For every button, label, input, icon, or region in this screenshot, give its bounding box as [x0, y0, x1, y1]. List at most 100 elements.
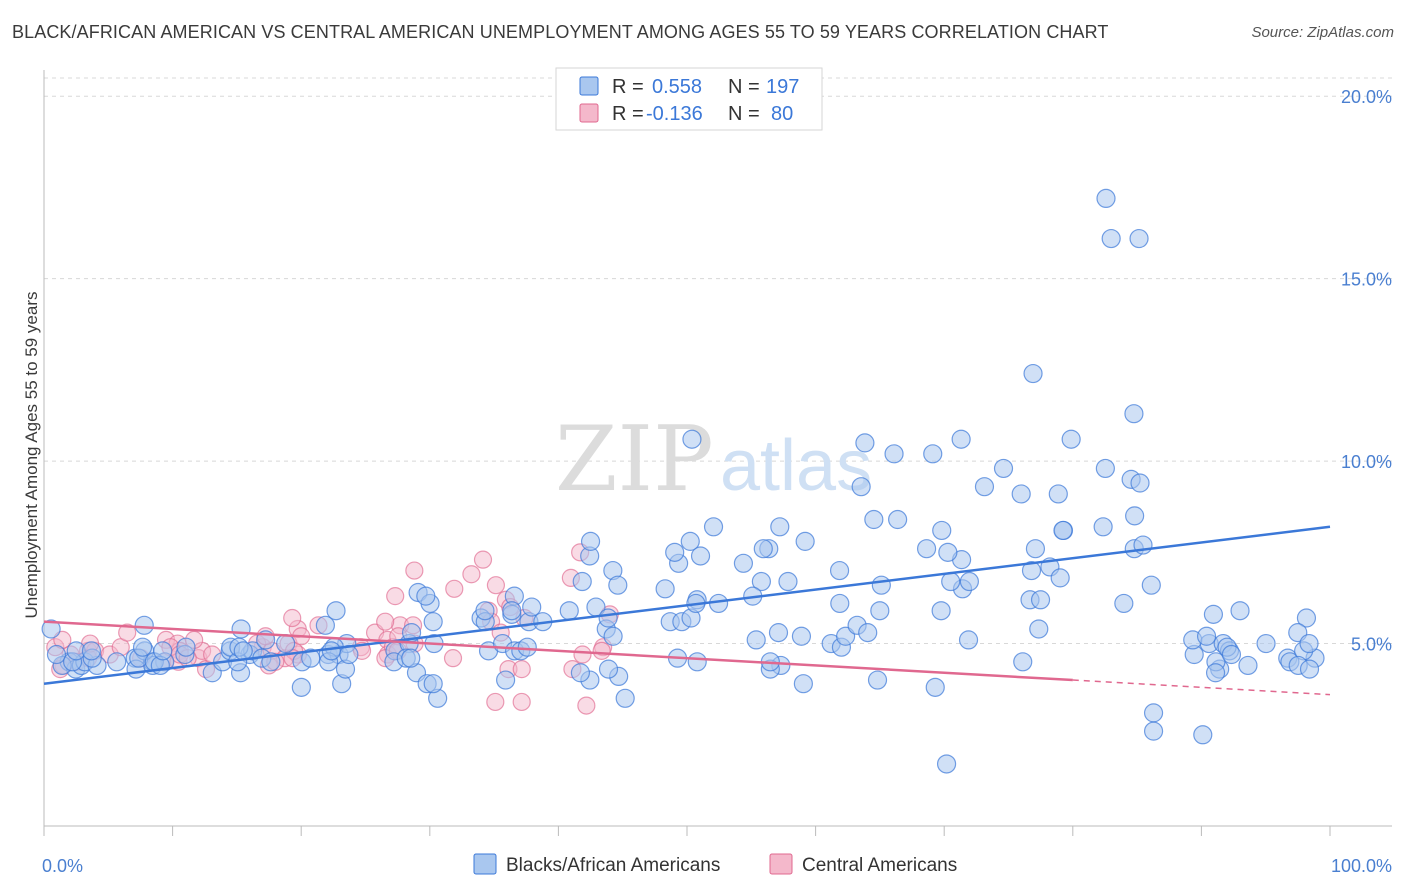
blacks-point [41, 619, 61, 639]
central-americans-point [443, 649, 463, 668]
blacks-point [871, 575, 891, 595]
blacks-point [598, 659, 619, 679]
legend-swatch-blacks [473, 853, 497, 875]
blacks-point [855, 433, 875, 453]
blacks-point [81, 641, 102, 661]
grid-lines [44, 77, 1392, 645]
blacks-point [1050, 568, 1070, 588]
blacks-trend-line [43, 525, 1331, 685]
y-tick-label: 15.0% [1341, 270, 1392, 290]
blacks-point [1299, 659, 1320, 679]
blacks-point [46, 644, 67, 665]
blacks-point [1029, 619, 1049, 639]
y-tick-label: 10.0% [1341, 452, 1392, 472]
blacks-point [795, 531, 815, 551]
blacks-point [603, 626, 623, 646]
blacks-point [1124, 404, 1144, 424]
blacks-point [1143, 703, 1164, 723]
blacks-point [598, 608, 618, 628]
blacks-point [572, 571, 592, 592]
blacks-point [778, 571, 798, 592]
blacks-point [1256, 633, 1276, 654]
blacks-point [768, 623, 789, 643]
blacks-point [1025, 539, 1046, 559]
blacks-point [233, 641, 253, 661]
blacks-point [851, 477, 871, 497]
blacks-point [1143, 721, 1164, 741]
blacks-point [916, 539, 937, 559]
blacks-point [993, 458, 1014, 479]
source-label: Source: ZipAtlas.com [1251, 24, 1394, 41]
blacks-point [580, 531, 601, 551]
blacks-point [1193, 725, 1213, 745]
blacks-point [1196, 626, 1217, 646]
blacks-point [958, 630, 979, 650]
blacks-point [1061, 429, 1081, 449]
blacks-point [655, 579, 675, 599]
blacks-point [931, 601, 951, 621]
y-tick-labels: 5.0% 10.0% 15.0% 20.0% [1341, 87, 1392, 654]
blacks-point [665, 542, 685, 562]
stats-n-value-2: 80 [771, 103, 793, 125]
blacks-point [1011, 484, 1031, 504]
blacks-point [559, 601, 579, 621]
blacks-point [1299, 633, 1319, 654]
stats-legend: R = 0.558 N = 197 R = -0.136 N = 80 [555, 67, 823, 131]
y-tick-label: 5.0% [1351, 635, 1392, 655]
legend-swatch-central-americans [769, 853, 793, 875]
blacks-point [134, 615, 154, 635]
central-americans-point [118, 623, 137, 642]
blacks-point [423, 612, 443, 632]
blacks-point [932, 520, 952, 541]
blacks-point [132, 637, 153, 657]
blacks-point [870, 601, 890, 621]
blacks-point [1130, 473, 1150, 493]
blacks-point [974, 477, 995, 497]
blacks-point [276, 633, 296, 654]
blacks-point [925, 677, 945, 697]
blacks-point [291, 677, 311, 697]
blacks-point [176, 637, 196, 657]
blacks-point [1125, 506, 1145, 526]
watermark-atlas: atlas [720, 426, 872, 506]
blacks-point [517, 637, 537, 657]
central-americans-point [486, 576, 506, 595]
blacks-point [153, 641, 173, 661]
blacks-point [1129, 228, 1149, 249]
blacks-point [829, 560, 850, 581]
blacks-point [1093, 517, 1113, 537]
blacks-point [301, 648, 321, 668]
stats-r-value-2: -0.136 [646, 103, 703, 125]
stats-n-label-2: N = [728, 103, 760, 125]
blacks-point [608, 575, 628, 595]
central-americans-point [462, 565, 481, 584]
trend-lines [43, 525, 1331, 696]
central-americans-point [376, 612, 395, 631]
stats-r-label-2: R = [612, 103, 644, 125]
central-americans-point [405, 561, 424, 580]
blacks-point [107, 652, 127, 672]
blacks-point [867, 670, 888, 690]
blacks-point [496, 670, 516, 690]
x-ticks [43, 826, 1331, 836]
blacks-point [888, 509, 908, 530]
blacks-point [959, 571, 979, 592]
stats-legend-box [555, 67, 823, 131]
blacks-point [1048, 484, 1068, 504]
blacks-point [733, 553, 754, 573]
blacks-point [315, 615, 335, 635]
blacks-point [1101, 228, 1121, 249]
blacks-point [570, 663, 591, 683]
blacks-point [936, 754, 957, 774]
blacks-point [938, 542, 958, 562]
blacks-point [423, 674, 443, 694]
blacks-point [941, 571, 961, 592]
blacks-point [1203, 604, 1224, 624]
blacks-point [615, 688, 635, 708]
central-americans-point [445, 579, 464, 598]
blacks-point [690, 546, 711, 566]
stats-legend-swatch-blue [579, 76, 599, 96]
blacks-point [858, 623, 878, 643]
central-americans-point [473, 550, 493, 569]
